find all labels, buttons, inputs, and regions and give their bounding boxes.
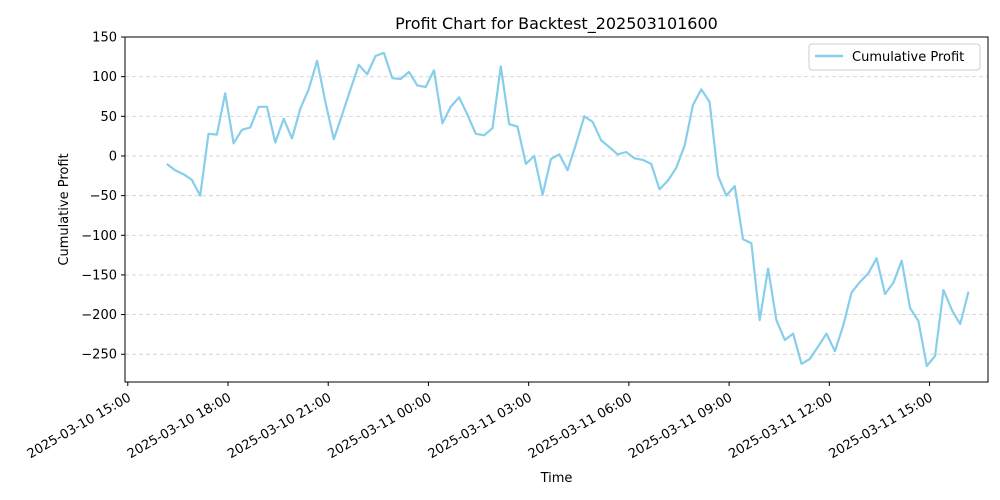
chart-title: Profit Chart for Backtest_202503101600 xyxy=(395,14,718,34)
y-tick-label: 100 xyxy=(92,70,117,85)
y-tick-label: −150 xyxy=(81,268,117,283)
x-tick-label: 2025-03-11 06:00 xyxy=(526,390,635,462)
y-tick-label: −50 xyxy=(90,189,117,204)
plot-frame xyxy=(124,36,989,383)
y-tick-label: −200 xyxy=(81,308,117,323)
x-tick-label: 2025-03-11 03:00 xyxy=(426,390,535,462)
x-tick-label: 2025-03-10 15:00 xyxy=(25,390,134,462)
y-axis-ticks: 150 100 50 0 −50 −100 −150 −200 −250 xyxy=(81,31,125,363)
y-tick-label: 150 xyxy=(92,31,117,46)
x-tick-label: 2025-03-11 15:00 xyxy=(827,390,936,462)
series-layer xyxy=(166,51,970,368)
y-tick-label: 0 xyxy=(109,149,117,164)
x-tick-label: 2025-03-11 00:00 xyxy=(325,390,434,462)
grid-lines xyxy=(125,36,988,355)
x-axis-label: Time xyxy=(540,471,573,486)
legend-box xyxy=(808,43,981,71)
x-tick-label: 2025-03-10 18:00 xyxy=(125,390,234,462)
series-line xyxy=(166,51,970,368)
y-axis-label: Cumulative Profit xyxy=(57,153,72,265)
y-tick-label: 50 xyxy=(100,110,117,125)
x-tick-label: 2025-03-11 09:00 xyxy=(626,390,735,462)
legend-label: Cumulative Profit xyxy=(852,50,964,65)
y-tick-label: −250 xyxy=(81,348,117,363)
x-tick-label: 2025-03-11 12:00 xyxy=(726,390,835,462)
y-tick-label: −100 xyxy=(81,229,117,244)
legend: Cumulative Profit xyxy=(808,43,981,71)
x-tick-label: 2025-03-10 21:00 xyxy=(225,390,334,462)
